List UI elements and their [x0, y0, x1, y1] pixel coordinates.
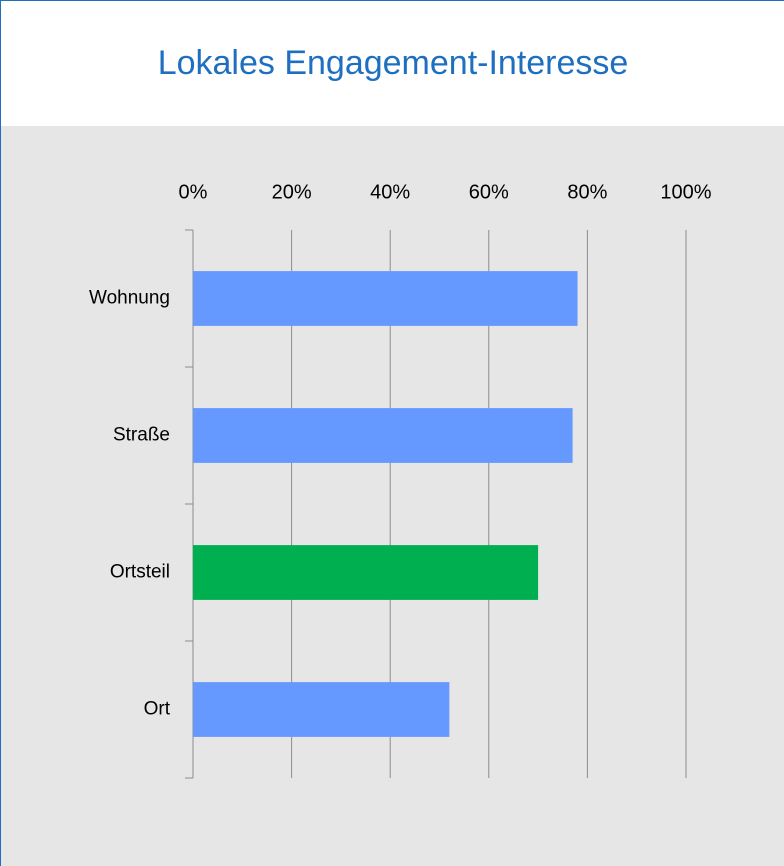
bar	[193, 408, 573, 463]
bar	[193, 271, 578, 326]
x-tick-label: 100%	[660, 181, 711, 203]
x-tick-label: 60%	[469, 181, 509, 203]
chart-title: Lokales Engagement-Interesse	[158, 44, 629, 82]
x-tick-label: 0%	[179, 181, 208, 203]
y-tick-label: Ortsteil	[110, 562, 170, 583]
plot-background	[0, 126, 784, 866]
y-tick-label: Ort	[144, 699, 171, 720]
bar	[193, 545, 539, 600]
x-tick-label: 40%	[370, 181, 410, 203]
x-tick-label: 20%	[272, 181, 312, 203]
y-tick-label: Straße	[113, 425, 170, 446]
y-tick-label: Wohnung	[89, 288, 170, 309]
x-tick-label: 80%	[567, 181, 607, 203]
bar	[193, 682, 450, 737]
